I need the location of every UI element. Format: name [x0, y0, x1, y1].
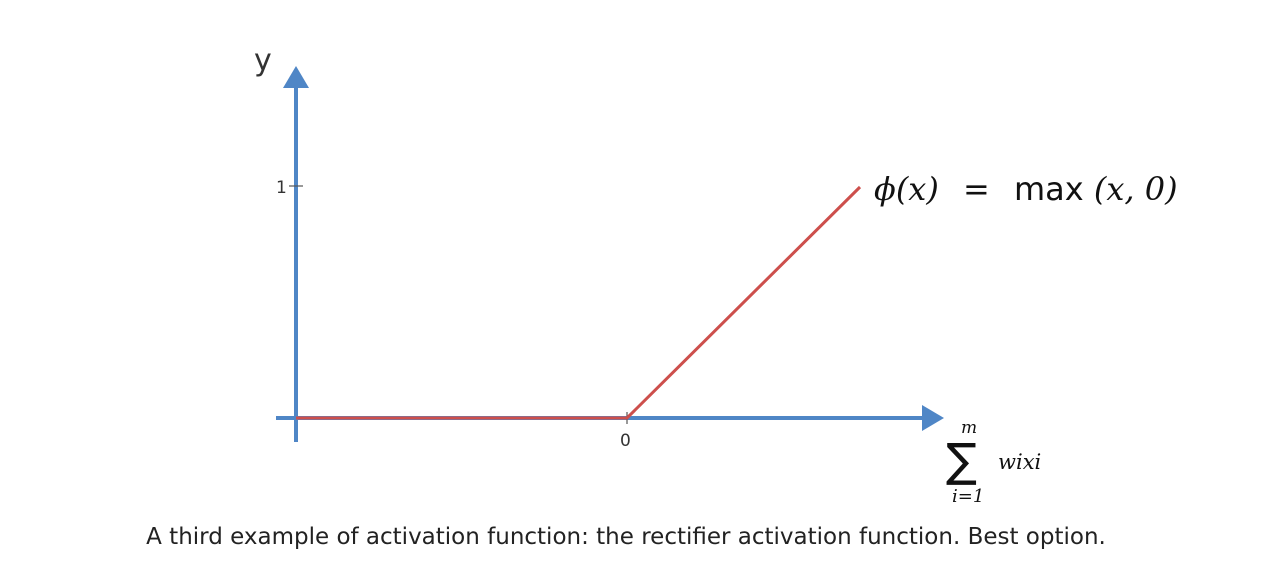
sum-symbol: ∑: [946, 433, 977, 487]
x-tick-label: 0: [620, 431, 631, 451]
function-equals: =: [963, 170, 990, 208]
y-axis-arrowhead: [283, 66, 309, 88]
function-label: ϕ(x) = max (x, 0): [874, 170, 1178, 208]
y-tick-label: 1: [276, 178, 287, 198]
relu-curve: [296, 185, 862, 420]
sum-term: wixi: [998, 450, 1041, 474]
function-lhs: ϕ(x): [874, 170, 939, 208]
function-args: (x, 0): [1094, 170, 1178, 208]
x-axis-arrowhead: [922, 405, 944, 431]
y-axis-label: y: [254, 43, 272, 78]
figure-caption: A third example of activation function: …: [146, 524, 1106, 550]
function-name: max: [1014, 170, 1084, 208]
sum-upper-limit: m: [961, 418, 977, 438]
x-axis-label: m ∑ wixi i=1: [946, 418, 1041, 507]
sum-lower-limit: i=1: [952, 486, 984, 507]
